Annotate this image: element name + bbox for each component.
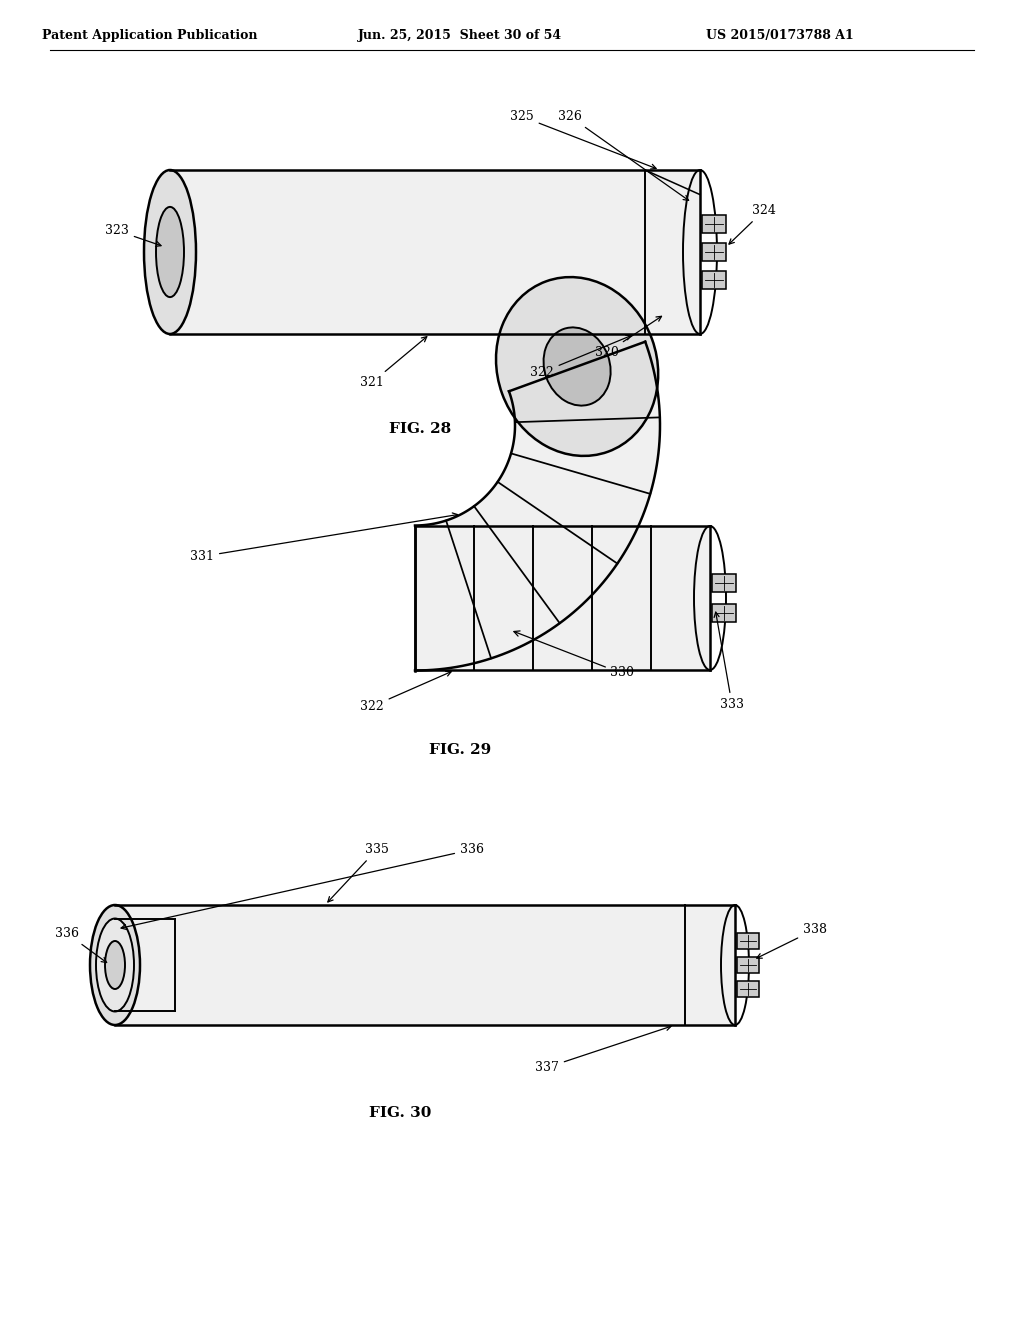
Text: 326: 326 (558, 110, 688, 201)
Polygon shape (415, 525, 710, 671)
FancyBboxPatch shape (712, 605, 736, 622)
Text: 325: 325 (510, 110, 656, 169)
Text: FIG. 29: FIG. 29 (429, 743, 492, 756)
FancyBboxPatch shape (737, 933, 759, 949)
FancyBboxPatch shape (737, 981, 759, 997)
Text: Jun. 25, 2015  Sheet 30 of 54: Jun. 25, 2015 Sheet 30 of 54 (358, 29, 562, 41)
FancyBboxPatch shape (712, 574, 736, 591)
Text: 320: 320 (595, 317, 662, 359)
Text: FIG. 30: FIG. 30 (369, 1106, 431, 1119)
Polygon shape (415, 342, 660, 671)
Text: 333: 333 (714, 612, 744, 711)
Ellipse shape (144, 170, 196, 334)
Text: 324: 324 (729, 205, 776, 244)
FancyBboxPatch shape (702, 271, 726, 289)
Text: 322: 322 (530, 335, 631, 379)
Text: 335: 335 (328, 843, 389, 902)
Text: 336: 336 (55, 927, 106, 962)
Text: 322: 322 (360, 672, 452, 713)
Polygon shape (170, 170, 700, 334)
Text: 338: 338 (757, 923, 827, 958)
Polygon shape (115, 906, 735, 1026)
Ellipse shape (544, 327, 610, 405)
Text: 330: 330 (610, 665, 634, 678)
Text: 337: 337 (535, 1026, 671, 1074)
Text: US 2015/0173788 A1: US 2015/0173788 A1 (707, 29, 854, 41)
FancyBboxPatch shape (702, 243, 726, 261)
FancyBboxPatch shape (737, 957, 759, 973)
Text: 321: 321 (360, 337, 427, 389)
Text: 331: 331 (190, 513, 458, 564)
FancyBboxPatch shape (702, 215, 726, 234)
Ellipse shape (496, 277, 658, 455)
Ellipse shape (96, 919, 134, 1011)
Text: 323: 323 (105, 224, 161, 247)
Ellipse shape (105, 941, 125, 989)
Ellipse shape (90, 906, 140, 1026)
Ellipse shape (156, 207, 184, 297)
Text: FIG. 28: FIG. 28 (389, 422, 452, 436)
Text: 336: 336 (121, 843, 484, 929)
Text: Patent Application Publication: Patent Application Publication (42, 29, 258, 41)
